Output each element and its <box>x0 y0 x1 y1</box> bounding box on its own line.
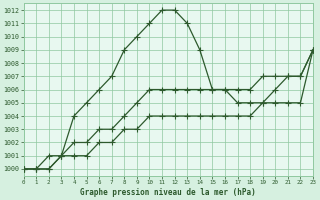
X-axis label: Graphe pression niveau de la mer (hPa): Graphe pression niveau de la mer (hPa) <box>80 188 256 197</box>
